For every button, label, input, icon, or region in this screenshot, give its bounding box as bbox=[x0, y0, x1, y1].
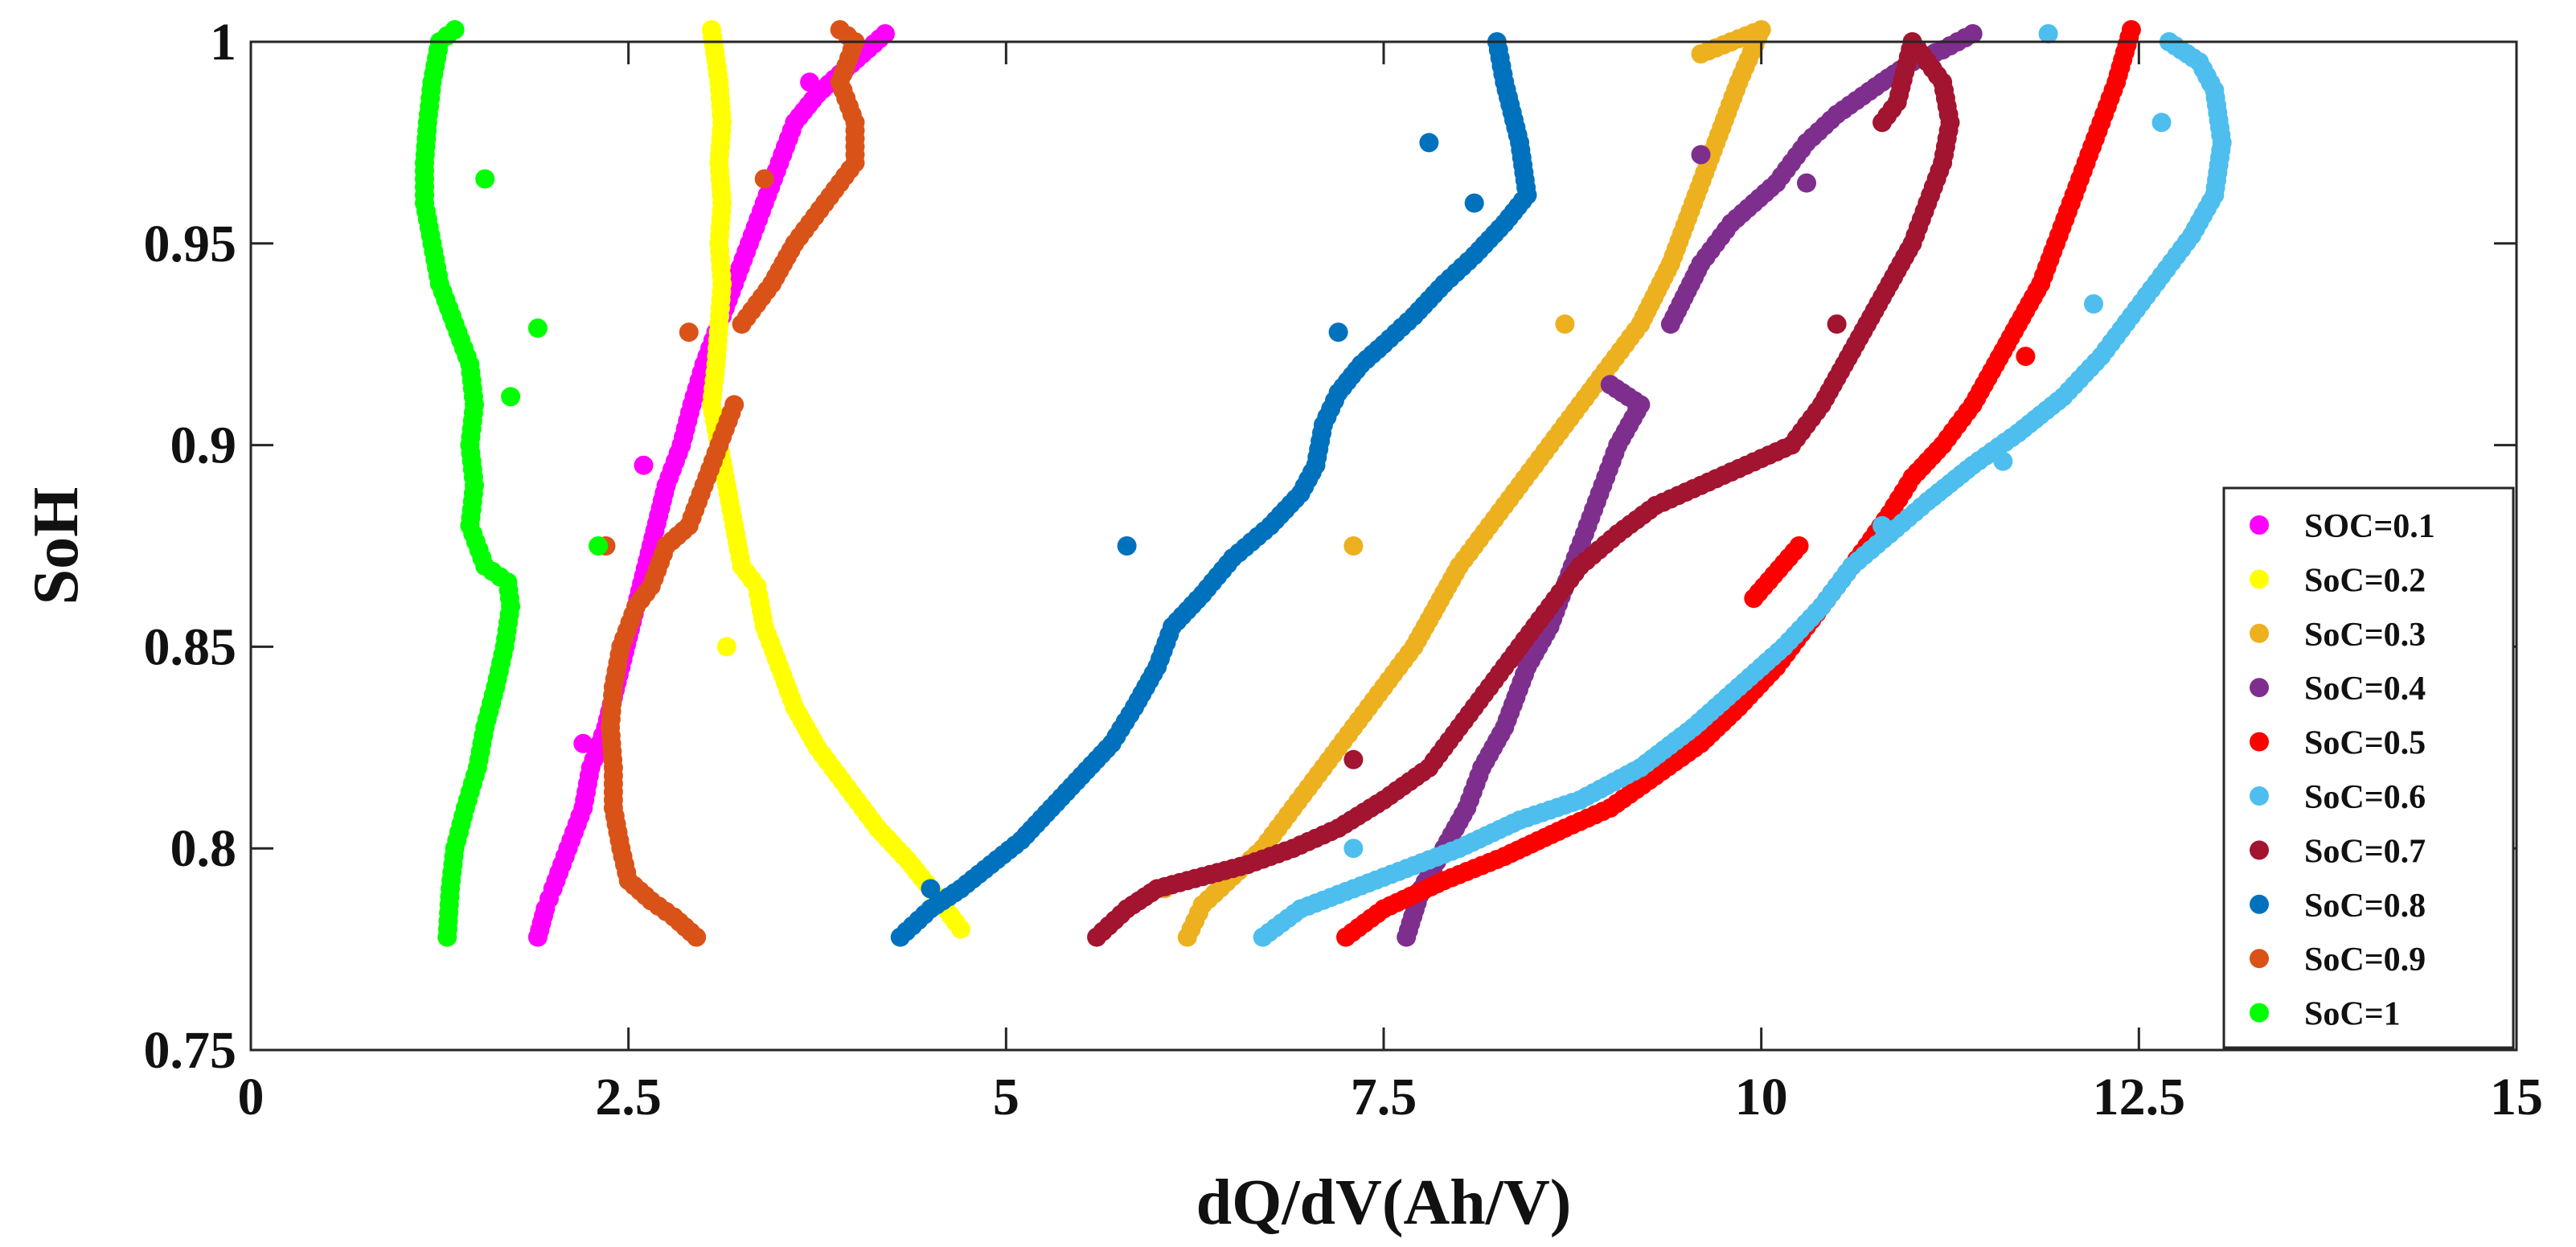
legend-label: SoC=0.3 bbox=[2304, 617, 2426, 654]
series-2 bbox=[702, 20, 970, 939]
data-point bbox=[475, 169, 495, 189]
data-point bbox=[634, 455, 654, 475]
data-point bbox=[951, 919, 970, 939]
series-8 bbox=[890, 32, 1537, 947]
legend-marker bbox=[2250, 678, 2269, 698]
legend-marker bbox=[2250, 732, 2269, 752]
y-axis-title: SoH bbox=[21, 487, 92, 605]
legend-label: SoC=0.4 bbox=[2304, 671, 2426, 708]
data-point bbox=[1691, 145, 1711, 165]
data-point bbox=[501, 387, 521, 407]
data-point bbox=[1744, 589, 1764, 609]
data-point bbox=[1343, 536, 1364, 556]
legend-label: SoC=0.5 bbox=[2304, 725, 2426, 762]
series-7 bbox=[1087, 32, 1960, 947]
legend-marker bbox=[2250, 840, 2269, 860]
y-tick-label: 0.9 bbox=[170, 416, 237, 475]
legend-marker bbox=[2250, 949, 2269, 969]
legend: SOC=0.1 SoC=0.2 SoC=0.3 SoC=0.4 SoC=0.5 SoC=0… bbox=[2222, 486, 2515, 1049]
data-point bbox=[2084, 294, 2103, 314]
data-point bbox=[1993, 451, 2013, 471]
data-point bbox=[1873, 515, 1892, 535]
data-point bbox=[876, 24, 895, 43]
data-point bbox=[573, 733, 593, 753]
legend-marker bbox=[2250, 1003, 2269, 1023]
axis-ticks: 0 2.5 5 7.5 10 12.5 15 0.75 0.8 0.85 0.9 0.95 1 bbox=[144, 13, 2544, 1126]
data-point bbox=[754, 169, 774, 189]
data-point bbox=[1464, 193, 1484, 213]
legend-label: SOC=0.1 bbox=[2304, 508, 2435, 545]
data-point bbox=[724, 395, 744, 415]
data-point bbox=[2151, 113, 2172, 133]
data-point bbox=[589, 536, 609, 556]
data-point bbox=[1600, 375, 1620, 395]
x-tick-label: 5 bbox=[993, 1068, 1019, 1126]
data-point bbox=[1691, 44, 1711, 64]
series-9 bbox=[596, 20, 865, 947]
legend-label: SoC=0.6 bbox=[2304, 779, 2426, 816]
legend-box bbox=[2222, 486, 2515, 1049]
data-point bbox=[921, 879, 941, 899]
x-tick-label: 10 bbox=[1735, 1068, 1788, 1126]
data-point bbox=[1555, 314, 1575, 334]
data-points bbox=[415, 20, 2232, 947]
legend-marker bbox=[2250, 569, 2269, 589]
legend-label: SoC=0.8 bbox=[2304, 888, 2426, 925]
data-point bbox=[716, 637, 736, 657]
data-point bbox=[1328, 322, 1348, 343]
data-point bbox=[679, 322, 699, 343]
data-point bbox=[800, 72, 820, 92]
x-axis-title: dQ/dV(Ah/V) bbox=[1196, 1167, 1572, 1238]
legend-marker bbox=[2250, 786, 2269, 806]
x-tick-label: 15 bbox=[2490, 1068, 2543, 1126]
legend-label: SoC=0.2 bbox=[2304, 562, 2426, 599]
x-tick-label: 12.5 bbox=[2093, 1068, 2186, 1126]
x-tick-label: 2.5 bbox=[595, 1068, 662, 1126]
data-point bbox=[1419, 133, 1439, 153]
data-point bbox=[1873, 113, 1892, 133]
data-point bbox=[1343, 839, 1364, 859]
x-tick-label: 7.5 bbox=[1351, 1068, 1417, 1126]
series-6 bbox=[1253, 24, 2232, 947]
data-point bbox=[1963, 24, 1983, 43]
series-3 bbox=[1155, 20, 1771, 947]
x-tick-label: 0 bbox=[238, 1068, 265, 1126]
data-point bbox=[830, 20, 850, 39]
data-point bbox=[1117, 536, 1137, 556]
data-point bbox=[2016, 347, 2036, 367]
y-tick-label: 1 bbox=[210, 13, 236, 72]
data-point bbox=[1797, 173, 1816, 193]
y-tick-label: 0.95 bbox=[144, 215, 237, 273]
data-point bbox=[1343, 749, 1364, 769]
data-point bbox=[2121, 20, 2141, 39]
data-point bbox=[2038, 24, 2058, 43]
data-point bbox=[1827, 314, 1847, 334]
data-point bbox=[445, 20, 465, 39]
y-tick-label: 0.75 bbox=[144, 1021, 237, 1080]
data-point bbox=[527, 318, 548, 338]
legend-label: SoC=0.7 bbox=[2304, 833, 2426, 870]
legend-label: SoC=1 bbox=[2304, 996, 2401, 1033]
y-tick-label: 0.8 bbox=[170, 819, 237, 878]
series-10 bbox=[415, 20, 609, 947]
y-tick-label: 0.85 bbox=[144, 617, 237, 676]
legend-marker bbox=[2250, 894, 2269, 914]
legend-marker bbox=[2250, 515, 2269, 535]
legend-marker bbox=[2250, 623, 2269, 643]
legend-label: SoC=0.9 bbox=[2304, 941, 2426, 978]
